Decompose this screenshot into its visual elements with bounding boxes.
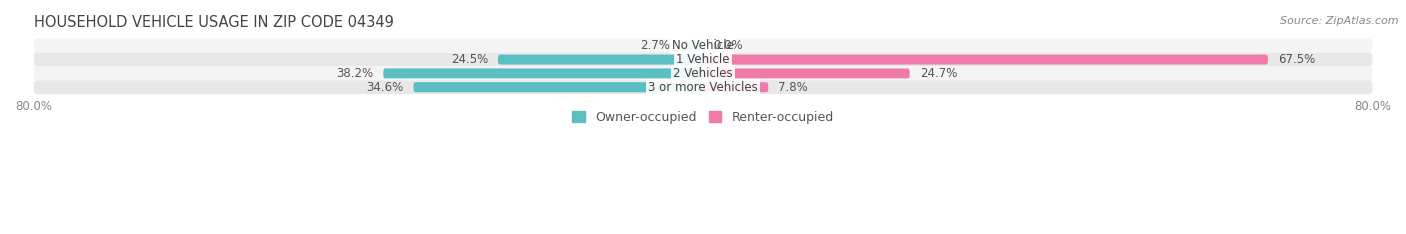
Text: 67.5%: 67.5% [1278,53,1315,66]
Text: Source: ZipAtlas.com: Source: ZipAtlas.com [1281,16,1399,26]
FancyBboxPatch shape [34,80,1372,94]
Text: 34.6%: 34.6% [366,81,404,94]
Legend: Owner-occupied, Renter-occupied: Owner-occupied, Renter-occupied [572,111,834,124]
FancyBboxPatch shape [384,68,703,78]
FancyBboxPatch shape [498,55,703,65]
Text: 2.7%: 2.7% [641,39,671,52]
Text: 0.0%: 0.0% [713,39,742,52]
Text: 7.8%: 7.8% [779,81,808,94]
Text: 1 Vehicle: 1 Vehicle [676,53,730,66]
FancyBboxPatch shape [34,66,1372,80]
FancyBboxPatch shape [703,68,910,78]
Text: HOUSEHOLD VEHICLE USAGE IN ZIP CODE 04349: HOUSEHOLD VEHICLE USAGE IN ZIP CODE 0434… [34,15,394,30]
FancyBboxPatch shape [413,82,703,92]
Text: 2 Vehicles: 2 Vehicles [673,67,733,80]
FancyBboxPatch shape [703,55,1268,65]
Text: 3 or more Vehicles: 3 or more Vehicles [648,81,758,94]
Text: 24.5%: 24.5% [451,53,488,66]
Text: No Vehicle: No Vehicle [672,39,734,52]
FancyBboxPatch shape [34,53,1372,66]
Text: 24.7%: 24.7% [920,67,957,80]
Text: 38.2%: 38.2% [336,67,373,80]
FancyBboxPatch shape [681,41,703,51]
FancyBboxPatch shape [34,39,1372,53]
FancyBboxPatch shape [703,82,768,92]
